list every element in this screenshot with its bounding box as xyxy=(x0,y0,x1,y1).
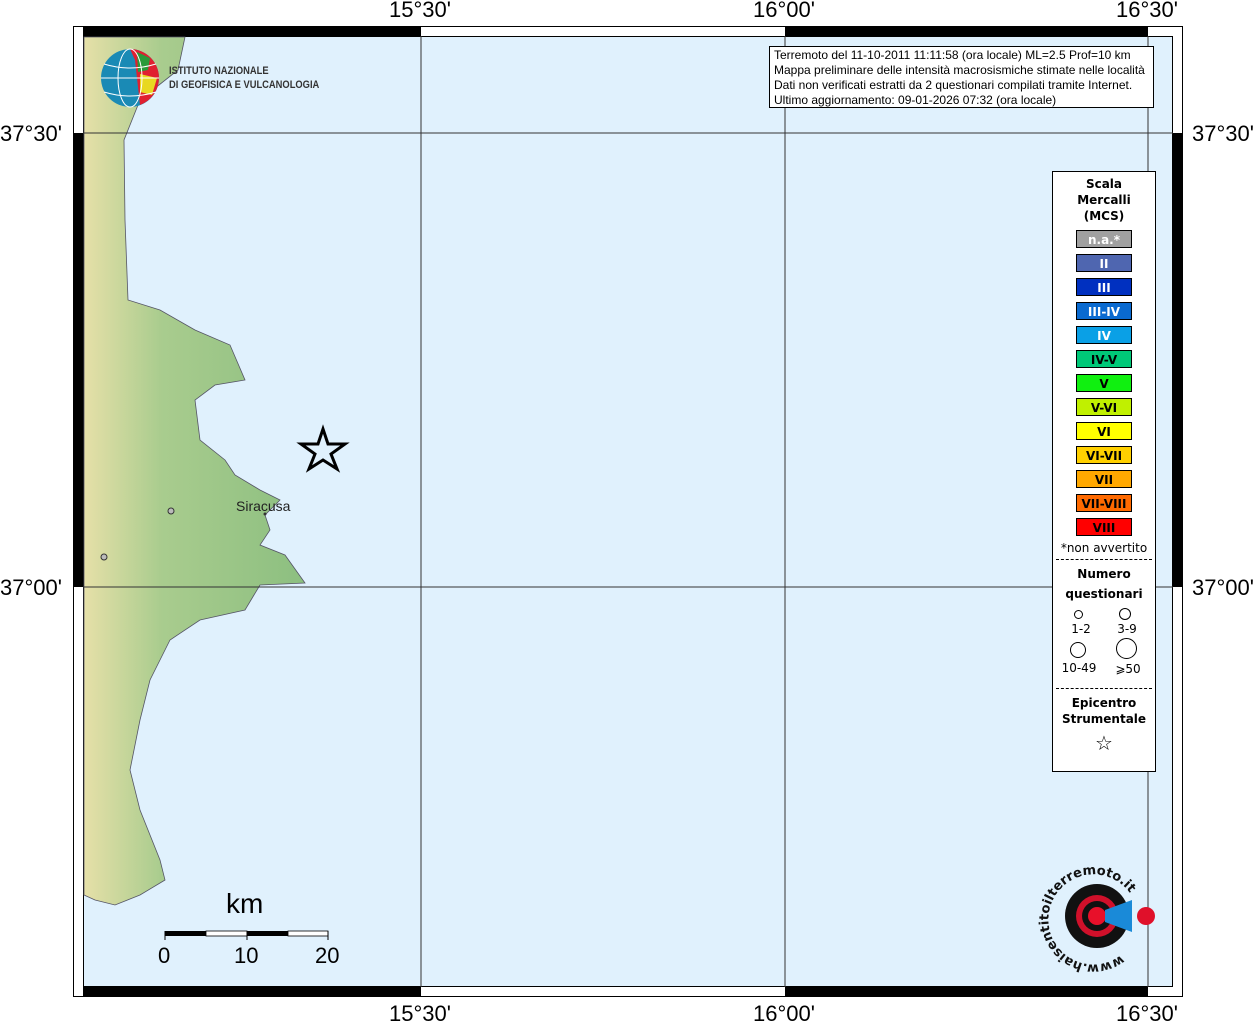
circle-small-icon xyxy=(1074,610,1083,619)
frame-bar xyxy=(83,27,421,36)
info-line: Ultimo aggiornamento: 09-01-2026 07:32 (… xyxy=(774,93,1057,107)
intensity-swatch: VII-VIII xyxy=(1076,494,1132,512)
tick-bottom: 16°30' xyxy=(1116,1001,1178,1026)
legend-title: (MCS) xyxy=(1083,209,1125,223)
ingv-globe-logo xyxy=(101,48,159,108)
count-label: ⩾50 xyxy=(1115,662,1141,676)
scale-label: 20 xyxy=(315,943,340,968)
scale-label: 0 xyxy=(158,943,171,968)
count-label: 1-2 xyxy=(1071,622,1091,636)
intensity-swatch: VII xyxy=(1076,470,1132,488)
scale-bar xyxy=(164,930,329,940)
count-label: 3-9 xyxy=(1117,622,1137,636)
legend-title: Mercalli xyxy=(1077,193,1131,207)
frame-bar xyxy=(83,987,421,996)
tick-top: 15°30' xyxy=(389,0,451,22)
legend-title: Scala xyxy=(1085,177,1123,191)
intensity-swatch: VIII xyxy=(1076,518,1132,536)
epicenter-title: Strumentale xyxy=(1061,712,1147,726)
haisentito-logo[interactable]: www.haisentitoilterremoto.it xyxy=(1037,863,1155,975)
intensity-swatch: V-VI xyxy=(1076,398,1132,416)
info-line: Mappa preliminare delle intensità macros… xyxy=(774,63,1145,77)
ingv-name-line1: ISTITUTO NAZIONALE xyxy=(169,65,269,77)
tick-left: 37°00' xyxy=(0,575,62,600)
ingv-name: ISTITUTO NAZIONALE DI GEOFISICA E VULCAN… xyxy=(169,64,319,92)
frame-bar xyxy=(74,133,83,587)
star-icon: ☆ xyxy=(1095,731,1113,755)
intensity-swatch: IV xyxy=(1076,326,1132,344)
land-sicily xyxy=(83,36,306,906)
frame-bar xyxy=(1173,133,1182,587)
circle-xlarge-icon xyxy=(1116,638,1137,659)
tick-top: 16°30' xyxy=(1116,0,1178,22)
count-title: Numero xyxy=(1077,567,1131,581)
intensity-swatch: III-IV xyxy=(1076,302,1132,320)
legend: Scala Mercalli (MCS) n.a.* II III III-IV IV I… xyxy=(1052,171,1156,772)
intensity-scale: n.a.* II III III-IV IV IV-V V V-VI VI VI-VII VII VI… xyxy=(1053,230,1155,536)
count-title: questionari xyxy=(1065,587,1143,601)
town-marker xyxy=(100,553,108,561)
circle-large-icon xyxy=(1070,642,1086,658)
tick-left: 37°30' xyxy=(0,121,62,146)
count-label: 10-49 xyxy=(1061,661,1097,675)
tick-top: 16°00' xyxy=(753,0,815,22)
circle-medium-icon xyxy=(1119,608,1131,620)
tick-bottom: 15°30' xyxy=(389,1001,451,1026)
town-marker xyxy=(263,512,267,516)
tick-right: 37°30' xyxy=(1192,121,1254,146)
info-line: Dati non verificati estratti da 2 questi… xyxy=(774,78,1133,92)
city-label: Siracusa xyxy=(236,498,291,514)
tick-bottom: 16°00' xyxy=(753,1001,815,1026)
frame-bar xyxy=(785,27,1148,36)
ingv-name-line2: DI GEOFISICA E VULCANOLOGIA xyxy=(169,79,320,91)
intensity-swatch: n.a.* xyxy=(1076,230,1132,248)
scale-unit: km xyxy=(226,888,264,919)
intensity-swatch: V xyxy=(1076,374,1132,392)
intensity-swatch: VI-VII xyxy=(1076,446,1132,464)
epicenter-star-icon[interactable] xyxy=(296,424,350,473)
intensity-swatch: II xyxy=(1076,254,1132,272)
intensity-swatch: III xyxy=(1076,278,1132,296)
legend-note: *non avvertito xyxy=(1060,541,1148,555)
info-line: Terremoto del 11-10-2011 11:11:58 (ora l… xyxy=(774,48,1131,62)
intensity-swatch: VI xyxy=(1076,422,1132,440)
town-marker xyxy=(167,507,175,515)
tick-right: 37°00' xyxy=(1192,575,1254,600)
intensity-swatch: IV-V xyxy=(1076,350,1132,368)
scale-label: 10 xyxy=(234,943,259,968)
count-symbols: 1-2 3-9 10-49 ⩾50 xyxy=(1053,604,1155,684)
event-info-box: Terremoto del 11-10-2011 11:11:58 (ora l… xyxy=(769,46,1154,108)
frame-bar xyxy=(785,987,1148,996)
epicenter-title: Epicentro xyxy=(1071,696,1137,710)
